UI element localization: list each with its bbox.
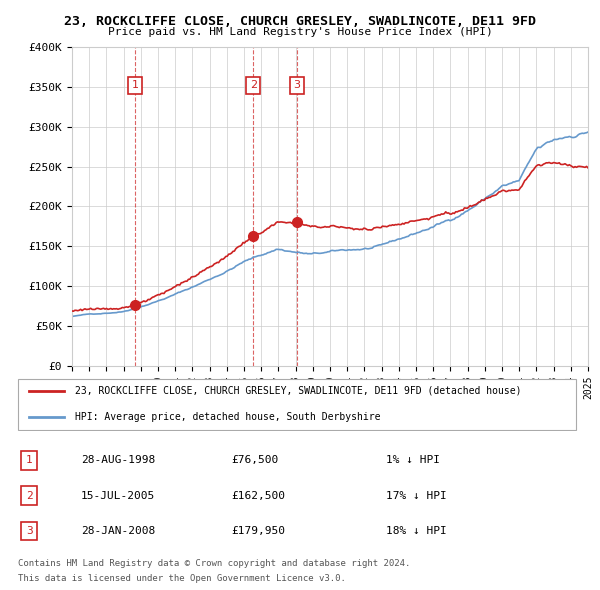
Text: 23, ROCKCLIFFE CLOSE, CHURCH GRESLEY, SWADLINCOTE, DE11 9FD (detached house): 23, ROCKCLIFFE CLOSE, CHURCH GRESLEY, SW…: [76, 386, 522, 396]
Text: HPI: Average price, detached house, South Derbyshire: HPI: Average price, detached house, Sout…: [76, 412, 381, 422]
Text: 18% ↓ HPI: 18% ↓ HPI: [386, 526, 447, 536]
Text: 1% ↓ HPI: 1% ↓ HPI: [386, 455, 440, 465]
Text: 1: 1: [131, 80, 139, 90]
Text: This data is licensed under the Open Government Licence v3.0.: This data is licensed under the Open Gov…: [18, 574, 346, 583]
Text: 2: 2: [26, 491, 32, 500]
Text: 1: 1: [26, 455, 32, 465]
Text: 23, ROCKCLIFFE CLOSE, CHURCH GRESLEY, SWADLINCOTE, DE11 9FD: 23, ROCKCLIFFE CLOSE, CHURCH GRESLEY, SW…: [64, 15, 536, 28]
FancyBboxPatch shape: [18, 379, 577, 430]
Text: 2: 2: [250, 80, 257, 90]
Text: 15-JUL-2005: 15-JUL-2005: [81, 491, 155, 500]
Text: 28-AUG-1998: 28-AUG-1998: [81, 455, 155, 465]
Text: 3: 3: [293, 80, 301, 90]
Text: 28-JAN-2008: 28-JAN-2008: [81, 526, 155, 536]
Text: Contains HM Land Registry data © Crown copyright and database right 2024.: Contains HM Land Registry data © Crown c…: [18, 559, 410, 568]
Text: Price paid vs. HM Land Registry's House Price Index (HPI): Price paid vs. HM Land Registry's House …: [107, 27, 493, 37]
Text: 17% ↓ HPI: 17% ↓ HPI: [386, 491, 447, 500]
Text: 3: 3: [26, 526, 32, 536]
Text: £179,950: £179,950: [231, 526, 285, 536]
Text: £76,500: £76,500: [231, 455, 278, 465]
Text: £162,500: £162,500: [231, 491, 285, 500]
